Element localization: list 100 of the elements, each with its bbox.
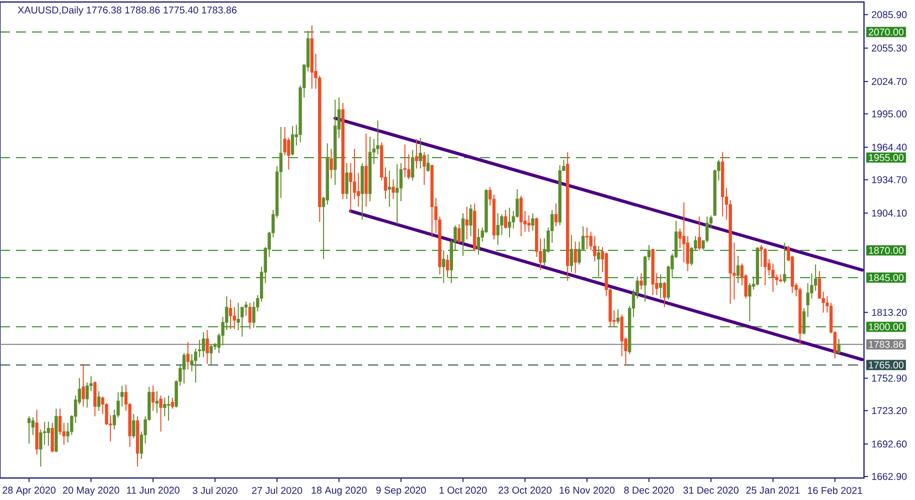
- x-tick-label: 1 Oct 2020: [440, 486, 487, 494]
- candlestick: [210, 344, 213, 366]
- candlestick: [50, 422, 54, 453]
- candlestick: [422, 152, 426, 186]
- ref-line-label: 2070.00: [868, 28, 904, 36]
- candlestick: [46, 421, 50, 446]
- chart-title: XAUUSD,Daily 1776.38 1788.86 1775.40 1783.86: [18, 6, 237, 16]
- x-tick-label: 28 Apr 2020: [2, 486, 56, 496]
- candlestick: [508, 207, 512, 238]
- candlestick: [736, 255, 740, 284]
- y-tick-label: 1995.00: [872, 110, 907, 118]
- candlestick: [458, 224, 461, 244]
- candlestick: [248, 302, 252, 330]
- ref-line-label: 1955.00: [869, 154, 904, 162]
- candlestick: [388, 170, 391, 208]
- ref-line-label: 1870.00: [869, 246, 904, 254]
- x-tick-label: 20 May 2020: [63, 486, 120, 496]
- candlestick: [593, 236, 596, 262]
- candlestick: [411, 149, 414, 181]
- candlestick: [186, 342, 190, 370]
- candlestick: [616, 308, 620, 324]
- candlestick: [597, 245, 600, 278]
- y-tick-label: 1904.10: [872, 210, 907, 217]
- candlestick: [132, 414, 136, 439]
- candlestick: [442, 250, 446, 284]
- x-tick-label: 16 Feb 2021: [808, 486, 862, 494]
- candlestick: [290, 125, 294, 156]
- candlestick: [531, 212, 534, 232]
- x-tick-label: 11 Jun 2020: [127, 486, 180, 494]
- candlestick: [42, 421, 46, 446]
- candlestick: [170, 397, 174, 410]
- candlestick: [392, 178, 395, 200]
- candlestick: [446, 254, 450, 278]
- candlestick: [574, 241, 577, 274]
- candlestick: [82, 363, 85, 407]
- candlestick: [399, 162, 403, 202]
- candlestick: [352, 148, 356, 200]
- candlestick: [163, 397, 166, 417]
- candlestick: [244, 301, 248, 316]
- candlestick: [151, 385, 155, 412]
- candlestick: [426, 154, 430, 172]
- y-tick-label: 1813.20: [872, 308, 907, 316]
- candlestick: [814, 264, 818, 292]
- y-tick-label: 1752.90: [872, 374, 907, 382]
- candlestick: [496, 212, 500, 246]
- candlestick: [206, 330, 209, 364]
- candlestick: [554, 202, 558, 227]
- y-tick-label: 1723.20: [872, 407, 907, 414]
- candlestick: [414, 138, 418, 169]
- candlestick: [345, 162, 348, 200]
- y-tick-label: 2024.70: [872, 78, 907, 85]
- candlestick: [58, 408, 62, 436]
- candlestick: [659, 274, 662, 299]
- candlestick: [585, 226, 589, 250]
- x-tick-label: 9 Sep 2020: [376, 486, 426, 496]
- candlestick: [782, 242, 786, 284]
- candlestick: [504, 209, 508, 230]
- candlestick: [570, 234, 574, 273]
- candlestick: [662, 282, 666, 308]
- ref-line-label: 1845.00: [869, 274, 904, 282]
- candlestick: [461, 212, 465, 256]
- candlestick: [476, 228, 480, 256]
- candlestick: [640, 272, 643, 290]
- candlestick: [469, 204, 472, 237]
- x-tick-label: 18 Aug 2020: [312, 486, 367, 496]
- candlestick: [418, 137, 422, 169]
- candlestick: [155, 390, 159, 414]
- ref-line-label: 1800.00: [869, 323, 904, 330]
- y-tick-label: 1662.90: [872, 472, 907, 480]
- candlestick: [97, 390, 100, 412]
- candlestick: [31, 416, 35, 436]
- x-tick-label: 3 Jul 2020: [192, 486, 238, 494]
- candlestick: [678, 228, 682, 249]
- candlestick: [182, 352, 186, 384]
- y-tick-label: 1964.40: [872, 144, 907, 151]
- candlestick: [396, 164, 399, 225]
- candlestick: [802, 308, 806, 335]
- y-tick-label: 1692.60: [872, 440, 907, 448]
- candlestick: [403, 144, 406, 178]
- x-tick-label: 31 Dec 2020: [683, 486, 739, 494]
- candlestick: [159, 395, 162, 432]
- candlestick: [527, 214, 530, 232]
- y-tick-label: 2055.30: [872, 44, 907, 52]
- x-tick-label: 16 Nov 2020: [560, 486, 615, 494]
- candlestick: [330, 148, 333, 179]
- candlestick: [202, 332, 206, 358]
- candlestick: [198, 339, 202, 358]
- x-tick-label: 23 Oct 2020: [498, 486, 552, 494]
- candlestick: [27, 416, 31, 444]
- ref-line-label: 1765.00: [869, 361, 904, 368]
- y-tick-label: 2085.90: [872, 11, 907, 18]
- candlestick: [166, 395, 170, 422]
- x-tick-label: 27 Jul 2020: [252, 486, 302, 494]
- ref-line-label: 1783.86: [869, 340, 904, 348]
- candlestick: [818, 270, 822, 299]
- x-tick-label: 25 Jan 2021: [746, 486, 800, 494]
- candlestick: [771, 262, 775, 292]
- candlestick: [465, 206, 468, 240]
- candlestick: [228, 298, 232, 330]
- candlestick: [764, 248, 767, 286]
